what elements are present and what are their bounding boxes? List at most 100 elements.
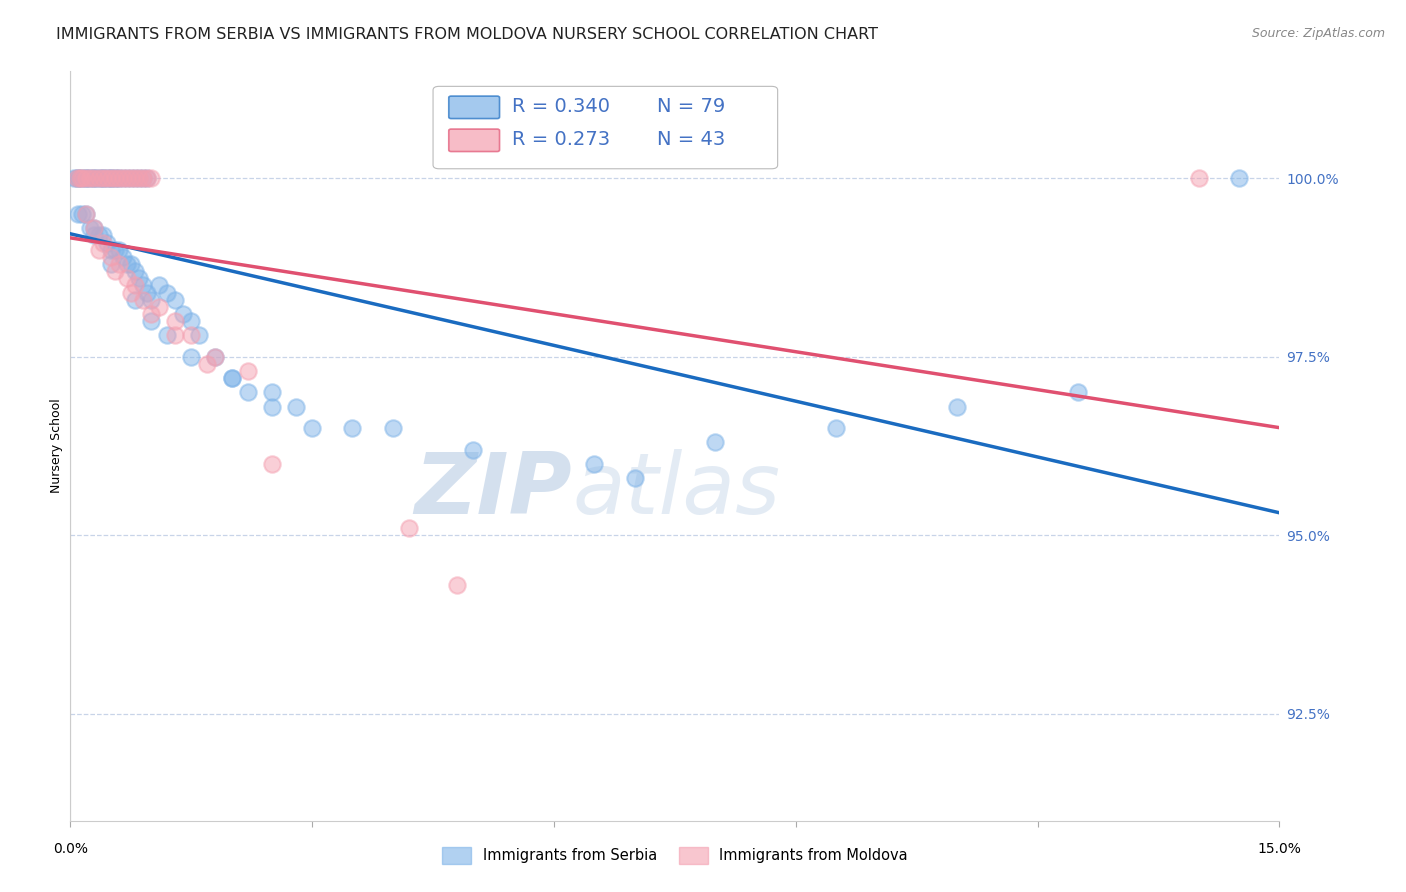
- Point: [204, 350, 226, 364]
- Point: [91, 228, 114, 243]
- Point: [124, 278, 146, 293]
- Point: [124, 264, 146, 278]
- Point: [63, 171, 86, 186]
- Point: [132, 293, 155, 307]
- Point: [165, 293, 187, 307]
- Point: [66, 171, 89, 186]
- Point: [1188, 171, 1211, 186]
- Point: [148, 278, 170, 293]
- Point: [96, 171, 118, 186]
- Point: [83, 221, 105, 235]
- Point: [128, 171, 150, 186]
- Text: IMMIGRANTS FROM SERBIA VS IMMIGRANTS FROM MOLDOVA NURSERY SCHOOL CORRELATION CHA: IMMIGRANTS FROM SERBIA VS IMMIGRANTS FRO…: [56, 27, 879, 42]
- Point: [120, 285, 142, 300]
- Text: 0.0%: 0.0%: [53, 842, 87, 856]
- Point: [623, 471, 645, 485]
- Point: [398, 521, 420, 535]
- Point: [104, 264, 127, 278]
- Point: [180, 350, 202, 364]
- Point: [79, 221, 101, 235]
- Point: [148, 300, 170, 314]
- Point: [90, 171, 112, 186]
- Text: R = 0.273: R = 0.273: [512, 130, 610, 149]
- Point: [135, 285, 157, 300]
- Point: [135, 171, 157, 186]
- Point: [104, 171, 127, 186]
- Point: [165, 328, 187, 343]
- Point: [83, 171, 105, 186]
- Point: [115, 257, 138, 271]
- Point: [124, 171, 146, 186]
- FancyBboxPatch shape: [433, 87, 778, 169]
- FancyBboxPatch shape: [449, 129, 499, 152]
- Point: [156, 285, 179, 300]
- Point: [107, 171, 129, 186]
- Point: [72, 207, 94, 221]
- Point: [180, 328, 202, 343]
- Point: [75, 207, 97, 221]
- Point: [104, 243, 127, 257]
- Point: [79, 171, 101, 186]
- Point: [84, 171, 107, 186]
- Text: Source: ZipAtlas.com: Source: ZipAtlas.com: [1251, 27, 1385, 40]
- Point: [93, 171, 115, 186]
- Point: [221, 371, 243, 385]
- Point: [105, 171, 128, 186]
- Point: [188, 328, 211, 343]
- Point: [98, 171, 121, 186]
- Point: [87, 171, 110, 186]
- Point: [72, 171, 94, 186]
- Point: [67, 171, 90, 186]
- Point: [100, 243, 122, 257]
- Point: [301, 421, 323, 435]
- Point: [285, 400, 308, 414]
- Point: [111, 171, 134, 186]
- Point: [79, 171, 101, 186]
- Point: [139, 171, 162, 186]
- Point: [83, 171, 105, 186]
- Point: [91, 171, 114, 186]
- Point: [180, 314, 202, 328]
- Point: [381, 421, 404, 435]
- Point: [77, 171, 100, 186]
- Point: [75, 171, 97, 186]
- Point: [132, 171, 155, 186]
- Point: [115, 171, 138, 186]
- Point: [221, 371, 243, 385]
- Point: [342, 421, 364, 435]
- Point: [128, 171, 150, 186]
- Point: [1067, 385, 1090, 400]
- Point: [946, 400, 969, 414]
- Point: [91, 235, 114, 250]
- Point: [446, 578, 468, 592]
- Point: [124, 171, 146, 186]
- Point: [87, 243, 110, 257]
- Point: [120, 171, 142, 186]
- Text: R = 0.340: R = 0.340: [512, 97, 610, 116]
- Point: [463, 442, 485, 457]
- Point: [132, 171, 155, 186]
- Point: [87, 171, 110, 186]
- Point: [195, 357, 218, 371]
- Point: [825, 421, 848, 435]
- Point: [104, 171, 127, 186]
- Point: [115, 171, 138, 186]
- Point: [139, 314, 162, 328]
- Point: [260, 457, 283, 471]
- Legend: Immigrants from Serbia, Immigrants from Moldova: Immigrants from Serbia, Immigrants from …: [436, 841, 914, 870]
- Point: [82, 171, 104, 186]
- Point: [111, 250, 134, 264]
- Point: [165, 314, 187, 328]
- Point: [73, 171, 96, 186]
- Point: [100, 257, 122, 271]
- Point: [1227, 171, 1250, 186]
- Point: [120, 171, 142, 186]
- Point: [96, 235, 118, 250]
- Point: [83, 228, 105, 243]
- Point: [75, 207, 97, 221]
- Point: [67, 207, 90, 221]
- Point: [135, 171, 157, 186]
- Point: [96, 171, 118, 186]
- Point: [172, 307, 194, 321]
- Point: [91, 171, 114, 186]
